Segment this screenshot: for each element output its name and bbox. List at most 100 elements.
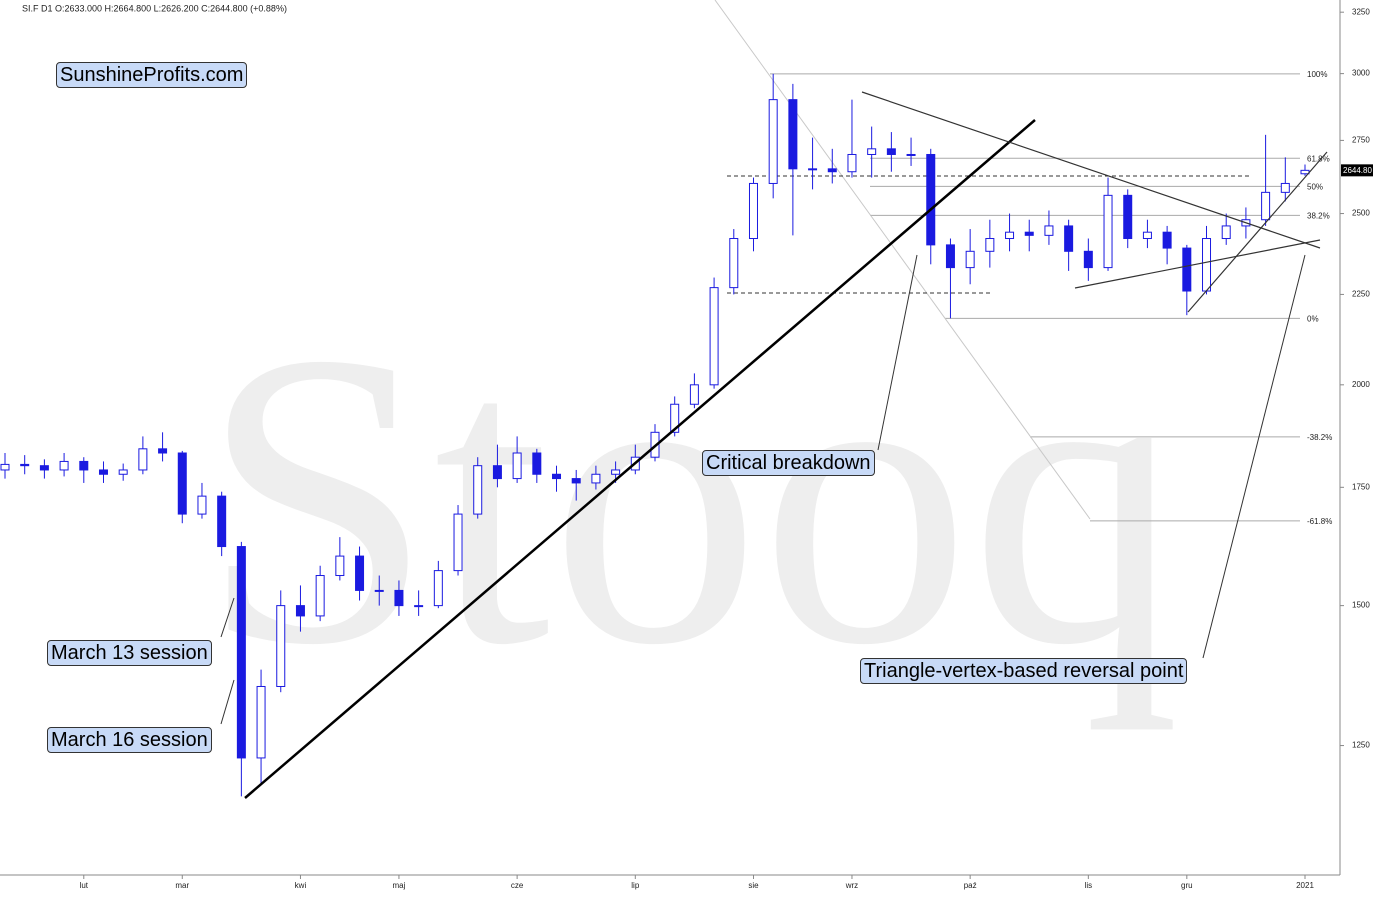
annotation: March 16 session [47, 727, 212, 753]
candle-body [39, 465, 49, 471]
candle-body [768, 99, 778, 184]
candle-body [335, 555, 345, 577]
candle-body [552, 473, 562, 480]
annotation: SunshineProfits.com [56, 62, 248, 88]
callout [1202, 254, 1306, 659]
candle-body [945, 244, 955, 269]
candle-body [926, 153, 936, 246]
candle-body [1123, 194, 1133, 240]
x-tick-label: wrz [845, 881, 858, 890]
candle-body [985, 238, 995, 252]
candle-body [729, 238, 739, 289]
chart-title: SI.F D1 O:2633.000 H:2664.800 L:2626.200… [22, 3, 287, 13]
x-tick-label: cze [511, 881, 524, 890]
candle-body [158, 448, 168, 454]
triangle-upper [861, 91, 1321, 249]
candle-body [1083, 250, 1093, 269]
candle-body [847, 153, 857, 173]
watermark: Stooq [200, 266, 1180, 732]
candle-body [886, 148, 896, 155]
y-tick-label: 3250 [1352, 7, 1370, 16]
candle-body [374, 589, 384, 592]
fib-label: 0% [1307, 314, 1319, 323]
candle-body [20, 463, 30, 467]
last-price-box [1341, 164, 1373, 177]
support-line [1187, 151, 1328, 313]
candle-body [591, 473, 601, 484]
candle-body [1005, 231, 1015, 240]
trend-line [244, 119, 1036, 799]
candle-body [256, 685, 266, 759]
candle-body [1142, 231, 1152, 240]
candle-body [532, 452, 542, 475]
x-tick-label: mar [175, 881, 189, 890]
x-tick-label: maj [392, 881, 405, 890]
fib-guide [714, 0, 1091, 520]
candle-body [670, 403, 680, 433]
candle-body [1103, 194, 1113, 269]
candle-body [453, 513, 463, 572]
y-tick-label: 1500 [1352, 601, 1370, 610]
candle-body [827, 168, 837, 173]
candle-body [79, 460, 89, 471]
y-tick-label: 1750 [1352, 482, 1370, 491]
y-tick-label: 2000 [1352, 380, 1370, 389]
candle-body [276, 605, 286, 687]
candle-body [748, 182, 758, 240]
candle-body [138, 448, 148, 471]
fib-label: 100% [1307, 70, 1327, 79]
x-tick-label: 2021 [1296, 881, 1314, 890]
candle-body [473, 465, 483, 515]
candle-body [1024, 231, 1034, 236]
candle-body [295, 605, 305, 617]
candle-body [197, 495, 207, 515]
candle-body [394, 589, 404, 607]
candle-body [492, 465, 502, 480]
fib-label: -38.2% [1307, 433, 1332, 442]
y-tick-label: 2250 [1352, 290, 1370, 299]
callout [877, 254, 918, 451]
candle-body [0, 463, 10, 471]
candles [0, 73, 1310, 797]
x-tick-label: lis [1085, 881, 1093, 890]
candle-body [236, 546, 246, 759]
candle-body [689, 384, 699, 405]
candle-body [1202, 238, 1212, 292]
candle-body [1182, 247, 1192, 292]
y-tick-label: 3000 [1352, 69, 1370, 78]
candle-body [217, 495, 227, 548]
x-tick-label: kwi [295, 881, 307, 890]
x-tick-label: paź [964, 881, 977, 890]
candle-body [1162, 231, 1172, 249]
x-tick-label: sie [748, 881, 759, 890]
fib-label: 61.8% [1307, 154, 1330, 163]
y-tick-label: 2500 [1352, 209, 1370, 218]
candle-body [867, 148, 877, 155]
candle-body [118, 469, 128, 475]
triangle-lower [1074, 239, 1321, 289]
candle-body [355, 555, 365, 591]
candle-body [709, 287, 719, 386]
candle-body [808, 168, 818, 171]
candle-body [414, 605, 424, 608]
callout [220, 679, 235, 725]
annotation: March 13 session [47, 640, 212, 666]
fib-label: 38.2% [1307, 212, 1330, 221]
annotation: Triangle-vertex-based reversal point [860, 658, 1188, 684]
candle-body [965, 250, 975, 269]
candle-body [611, 469, 621, 475]
candle-body [59, 460, 69, 471]
candle-body [1064, 225, 1074, 252]
callout [220, 597, 235, 638]
candle-body [177, 452, 187, 515]
y-tick-label: 1250 [1352, 741, 1370, 750]
y-tick-label: 2750 [1352, 136, 1370, 145]
candle-body [571, 478, 581, 484]
x-tick-label: lip [631, 881, 640, 890]
x-tick-label: gru [1181, 881, 1193, 890]
fib-label: -61.8% [1307, 517, 1332, 526]
fib-label: 50% [1307, 183, 1323, 192]
last-price-label: 2644.80 [1343, 166, 1372, 175]
